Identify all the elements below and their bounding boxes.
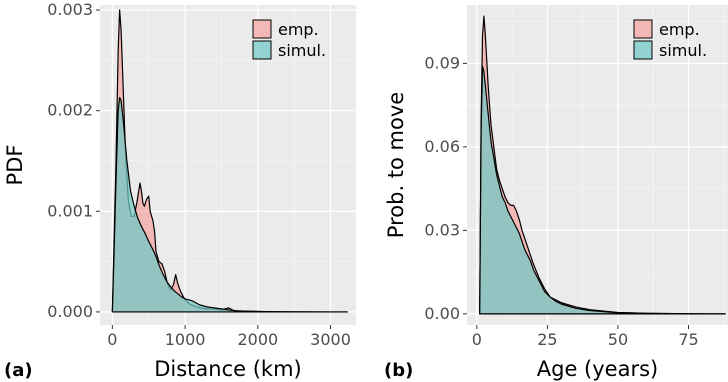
y-tick-label: 0.09 <box>424 53 460 72</box>
x-tick-label: 75 <box>678 330 698 349</box>
legend-key-emp <box>633 19 653 39</box>
legend-key-emp <box>252 19 272 39</box>
x-tick-label: 2000 <box>237 330 278 349</box>
panel-b: 0 25 50 75 0.00 0.03 0.06 0.09 Age (years) Prob. … <box>384 5 728 381</box>
y-tick-label: 0.002 <box>47 101 93 120</box>
density-areas <box>111 9 348 313</box>
y-axis-title: PDF <box>3 145 27 186</box>
density-area-simul <box>479 65 726 315</box>
y-tick-label: 0.003 <box>47 0 93 19</box>
y-tick-label: 0.001 <box>47 201 93 220</box>
x-tick-label: 50 <box>608 330 628 349</box>
x-tick-label: 1000 <box>165 330 206 349</box>
y-tick-label: 0.000 <box>47 302 93 321</box>
legend-key-simul <box>252 40 272 60</box>
x-axis-title: Age (years) <box>537 357 658 381</box>
legend-label-emp: emp. <box>659 20 700 39</box>
legend: emp. simul. <box>252 19 326 60</box>
y-axis-title: Prob. to move <box>384 92 408 238</box>
panel-a: 0 1000 2000 3000 0.000 0.001 0.002 0.003 Distanc… <box>3 0 356 381</box>
legend-label-simul: simul. <box>278 41 326 60</box>
y-tick-label: 0.03 <box>424 220 460 239</box>
x-tick-label: 0 <box>107 330 117 349</box>
y-tick-label: 0.00 <box>424 304 460 323</box>
legend-label-simul: simul. <box>659 41 707 60</box>
density-area-simul <box>111 96 348 313</box>
x-tick-label: 0 <box>472 330 482 349</box>
density-areas <box>479 15 726 315</box>
x-axis-title: Distance (km) <box>154 357 302 381</box>
legend-key-simul <box>633 40 653 60</box>
y-tick-label: 0.06 <box>424 137 460 156</box>
x-tick-label: 3000 <box>310 330 351 349</box>
x-tick-label: 25 <box>537 330 557 349</box>
legend-label-emp: emp. <box>278 20 319 39</box>
legend: emp. simul. <box>633 19 707 60</box>
panel-label: (a) <box>4 360 33 381</box>
panel-label: (b) <box>384 360 413 381</box>
